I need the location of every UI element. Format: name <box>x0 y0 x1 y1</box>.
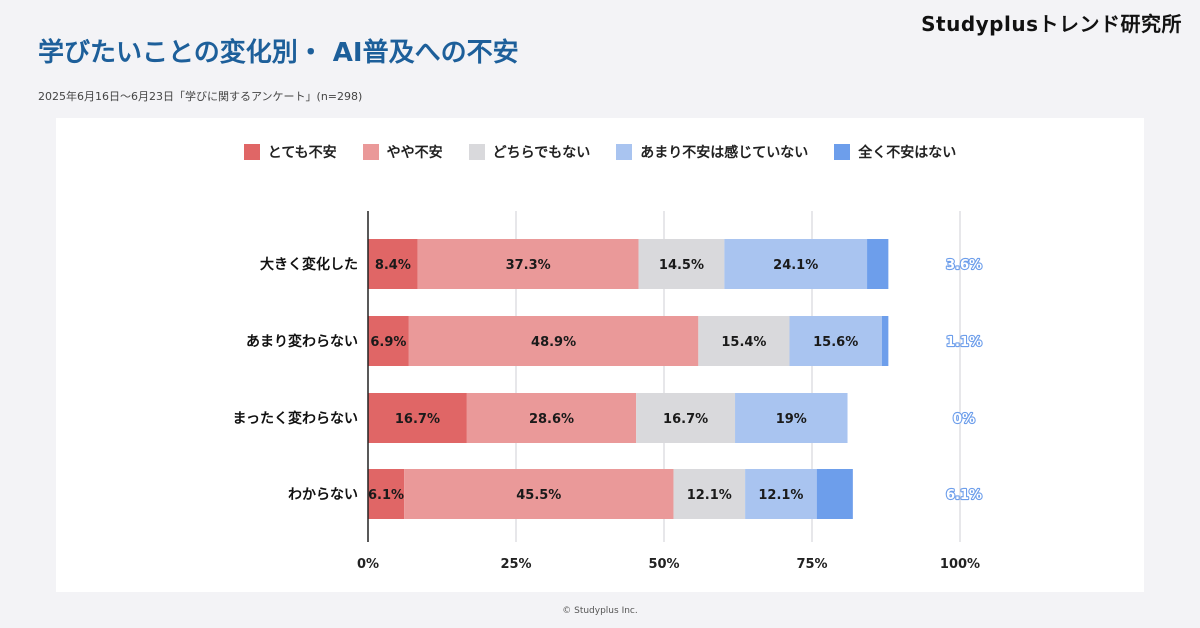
stacked-bar-chart: 0% 25% 50% 75% 100% 大きく変化した 8.4% 37.3% 14.5% 24.1… <box>233 211 983 572</box>
data-label: 45.5% <box>516 488 561 503</box>
legend-item: 全く不安はない <box>834 142 956 162</box>
data-label: 14.5% <box>659 258 704 273</box>
bar-segment <box>735 393 848 443</box>
data-label: 3.6% <box>946 258 982 273</box>
bar-segment <box>724 239 868 289</box>
chart-legend: とても不安 やや不安 どちらでもない あまり不安は感じていない 全く不安はない <box>56 142 1144 162</box>
data-label: 28.6% <box>529 412 574 427</box>
bar-segment <box>368 239 418 289</box>
data-label: 24.1% <box>773 258 818 273</box>
data-label: 8.4% <box>375 258 411 273</box>
bar-segment <box>466 393 637 443</box>
survey-subtitle: 2025年6月16日～6月23日「学びに関するアンケート」(n=298) <box>38 90 363 103</box>
data-label: 0% <box>953 412 975 427</box>
data-label: 15.6% <box>813 335 858 350</box>
x-tick-label: 0% <box>357 557 379 572</box>
category-label: わからない <box>288 487 358 503</box>
data-label: 16.7% <box>395 412 440 427</box>
data-label: 6.9% <box>370 335 406 350</box>
category-label: まったく変わらない <box>233 410 358 427</box>
bar-segment <box>745 469 817 519</box>
data-label: 48.9% <box>531 335 576 350</box>
legend-label: あまり不安は感じていない <box>640 145 809 161</box>
data-label: 6.1% <box>946 488 982 503</box>
bar-segment <box>368 469 405 519</box>
data-label: 6.1% <box>368 488 404 503</box>
legend-item: とても不安 <box>243 142 337 162</box>
brand-logo-text: Studyplusトレンド研究所 <box>921 12 1182 36</box>
bar-segment <box>789 316 882 366</box>
bar-segment <box>368 316 409 366</box>
bar-segment <box>881 316 889 366</box>
bar-segment <box>404 469 674 519</box>
data-label: 12.1% <box>687 488 732 503</box>
legend-label: やや不安 <box>386 145 443 161</box>
category-label: あまり変わらない <box>246 333 358 350</box>
x-tick-label: 100% <box>940 557 980 572</box>
bar-segment <box>638 239 725 289</box>
bar-segment <box>698 316 790 366</box>
legend-item: あまり不安は感じていない <box>616 142 808 162</box>
legend-swatch <box>834 144 851 160</box>
data-label: 16.7% <box>663 412 708 427</box>
x-tick-label: 25% <box>500 557 531 572</box>
legend-label: どちらでもない <box>492 145 591 161</box>
legend-item: どちらでもない <box>468 142 591 162</box>
data-label: 37.3% <box>506 258 551 273</box>
chart-panel: とても不安 やや不安 どちらでもない あまり不安は感じていない 全く不安はない 0% 25… <box>56 118 1144 592</box>
bar-segment <box>816 469 853 519</box>
bar-segment <box>867 239 889 289</box>
legend-swatch <box>468 144 485 160</box>
bar-segment <box>673 469 746 519</box>
legend-swatch <box>616 144 633 160</box>
legend-label: とても不安 <box>267 145 337 161</box>
bar-segment <box>368 393 467 443</box>
legend-label: 全く不安はない <box>858 145 957 161</box>
x-tick-label: 75% <box>796 557 827 572</box>
copyright-footer: © Studyplus Inc. <box>562 606 638 616</box>
legend-swatch <box>362 144 379 160</box>
legend-item: やや不安 <box>362 142 443 162</box>
x-tick-label: 50% <box>648 557 679 572</box>
page-title: 学びたいことの変化別・ AI普及への不安 <box>38 38 519 68</box>
bar-segment <box>417 239 639 289</box>
category-label: 大きく変化した <box>260 256 358 273</box>
data-label: 1.1% <box>946 335 982 350</box>
legend-swatch <box>243 144 260 160</box>
data-label: 15.4% <box>721 335 766 350</box>
data-label: 12.1% <box>758 488 803 503</box>
bar-segment <box>408 316 699 366</box>
data-label: 19% <box>776 412 807 427</box>
bar-segment <box>636 393 736 443</box>
